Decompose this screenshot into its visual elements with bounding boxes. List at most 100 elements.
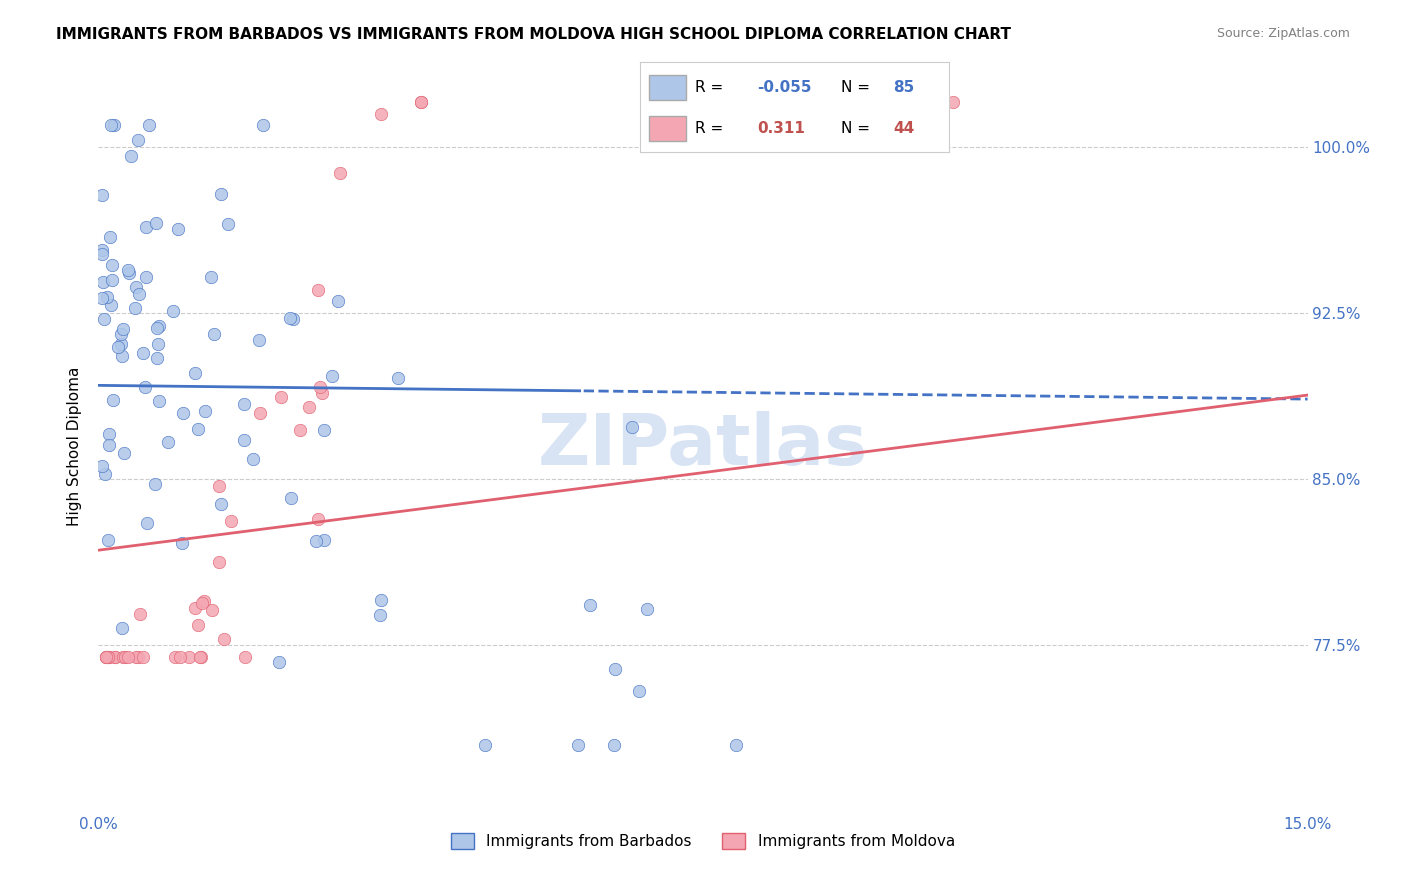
Point — [184, 601, 207, 615]
Point — [125, 280, 148, 294]
Point — [112, 445, 135, 459]
Point — [249, 406, 271, 420]
Point — [247, 334, 270, 348]
Point — [162, 304, 184, 318]
Point — [190, 649, 212, 664]
Point — [110, 327, 132, 342]
Point — [104, 649, 127, 664]
Point — [118, 266, 141, 280]
Text: 0.311: 0.311 — [758, 121, 806, 136]
Point — [201, 603, 224, 617]
Text: Source: ZipAtlas.com: Source: ZipAtlas.com — [1216, 27, 1350, 40]
Point — [165, 649, 187, 664]
Point — [128, 286, 150, 301]
Point — [91, 459, 114, 474]
Point — [212, 632, 235, 646]
Point — [107, 340, 129, 354]
Point — [233, 434, 256, 448]
Point — [143, 476, 166, 491]
Point — [579, 598, 602, 612]
Point — [96, 649, 118, 664]
Point — [138, 118, 160, 132]
Text: 44: 44 — [893, 121, 915, 136]
Point — [103, 118, 125, 132]
Point — [281, 311, 304, 326]
Point — [200, 270, 222, 285]
Point — [101, 258, 124, 272]
Point — [93, 311, 115, 326]
Point — [96, 649, 118, 664]
Point — [187, 422, 209, 436]
Y-axis label: High School Diploma: High School Diploma — [67, 367, 83, 525]
Point — [166, 221, 188, 235]
Point — [194, 404, 217, 418]
Point — [135, 270, 157, 285]
Point — [91, 291, 114, 305]
Point — [148, 394, 170, 409]
Point — [96, 649, 118, 664]
Point — [129, 607, 152, 621]
Point — [117, 649, 139, 664]
Text: R =: R = — [696, 80, 728, 95]
Point — [169, 649, 191, 664]
Point — [311, 386, 333, 401]
Point — [193, 593, 215, 607]
Text: -0.055: -0.055 — [758, 80, 811, 95]
Point — [567, 738, 589, 752]
Text: 85: 85 — [893, 80, 915, 95]
Point — [148, 318, 170, 333]
Legend: Immigrants from Barbados, Immigrants from Moldova: Immigrants from Barbados, Immigrants fro… — [446, 827, 960, 855]
Point — [172, 407, 194, 421]
Point — [305, 533, 328, 548]
Point — [370, 593, 392, 607]
Point — [628, 684, 651, 698]
Point — [620, 420, 643, 434]
FancyBboxPatch shape — [650, 75, 686, 100]
Text: IMMIGRANTS FROM BARBADOS VS IMMIGRANTS FROM MOLDOVA HIGH SCHOOL DIPLOMA CORRELAT: IMMIGRANTS FROM BARBADOS VS IMMIGRANTS F… — [56, 27, 1011, 42]
Point — [219, 515, 242, 529]
Text: ZIPatlas: ZIPatlas — [538, 411, 868, 481]
Point — [288, 423, 311, 437]
Point — [117, 262, 139, 277]
Point — [202, 326, 225, 341]
Point — [91, 243, 114, 257]
Point — [191, 596, 214, 610]
Point — [146, 351, 169, 365]
Point — [100, 272, 122, 286]
Point — [97, 649, 120, 664]
Point — [97, 533, 120, 548]
Point — [312, 423, 335, 437]
Point — [177, 649, 200, 664]
Point — [603, 662, 626, 676]
Point — [110, 337, 132, 351]
Text: R =: R = — [696, 121, 728, 136]
Point — [100, 118, 122, 132]
Point — [98, 427, 121, 442]
Point — [111, 322, 134, 336]
Point — [217, 217, 239, 231]
Point — [308, 283, 330, 297]
Point — [96, 649, 118, 664]
Point — [132, 649, 155, 664]
Point — [100, 230, 122, 244]
Point — [208, 479, 231, 493]
Point — [96, 289, 118, 303]
Text: N =: N = — [841, 80, 875, 95]
Point — [370, 107, 392, 121]
Point — [603, 738, 626, 752]
Point — [135, 516, 157, 531]
Point — [111, 621, 134, 635]
Point — [187, 617, 209, 632]
Text: N =: N = — [841, 121, 875, 136]
Point — [409, 95, 432, 110]
Point — [387, 371, 409, 385]
Point — [636, 602, 658, 616]
Point — [183, 366, 205, 380]
Point — [233, 649, 256, 664]
Point — [208, 555, 231, 569]
Point — [307, 511, 329, 525]
Point — [127, 649, 149, 664]
Point — [209, 187, 232, 202]
Point — [100, 298, 122, 312]
Point — [280, 491, 302, 505]
